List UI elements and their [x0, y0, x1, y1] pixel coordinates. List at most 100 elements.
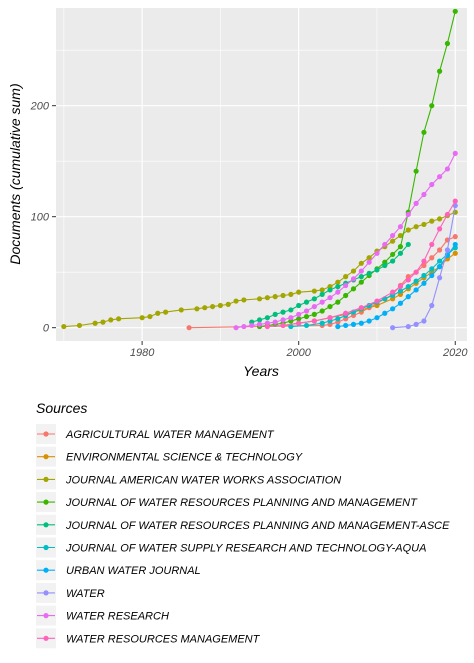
legend-label: URBAN WATER JOURNAL — [66, 565, 201, 577]
data-point — [452, 8, 458, 14]
legend-entry: WATER RESOURCES MANAGEMENT — [36, 628, 261, 649]
legend-entry: WATER RESEARCH — [36, 605, 169, 626]
data-point — [327, 303, 333, 310]
data-point — [421, 258, 427, 264]
data-point — [296, 311, 302, 317]
data-point — [405, 323, 411, 330]
legend-entry: JOURNAL OF WATER RESOURCES PLANNING AND … — [36, 492, 418, 513]
data-point — [108, 317, 114, 323]
data-point — [397, 224, 404, 230]
data-point — [452, 241, 458, 248]
data-point — [358, 279, 364, 285]
plot-area — [56, 8, 467, 341]
data-point — [429, 103, 435, 109]
data-point — [413, 321, 419, 327]
data-point — [444, 166, 451, 172]
data-point — [421, 191, 427, 198]
data-point — [311, 318, 317, 324]
data-point — [343, 310, 349, 316]
data-point — [421, 272, 427, 279]
data-point — [413, 200, 419, 206]
data-point — [343, 322, 349, 329]
data-point — [343, 292, 349, 299]
legend-label: WATER — [66, 588, 105, 600]
data-point — [296, 302, 302, 309]
data-point — [100, 319, 106, 325]
data-point — [186, 325, 192, 331]
data-point — [413, 224, 419, 230]
data-point — [296, 289, 302, 295]
data-point — [413, 269, 419, 275]
legend-label: WATER RESOURCES MANAGEMENT — [66, 633, 261, 645]
data-point — [429, 181, 435, 188]
legend-entry: JOURNAL OF WATER SUPPLY RESEARCH AND TEC… — [36, 537, 426, 558]
data-point — [249, 322, 255, 329]
data-point — [397, 288, 404, 294]
data-point — [444, 247, 451, 253]
data-point — [437, 258, 443, 264]
data-point — [429, 255, 435, 261]
data-point — [288, 315, 294, 321]
data-point — [405, 277, 411, 283]
x-tick-label: 1980 — [130, 347, 155, 359]
legend-key-point — [43, 590, 49, 596]
legend-label: JOURNAL OF WATER RESOURCES PLANNING AND … — [65, 520, 450, 532]
data-point — [319, 291, 325, 297]
data-point — [366, 318, 372, 324]
data-point — [374, 315, 380, 321]
data-point — [358, 260, 364, 266]
data-point — [319, 299, 325, 305]
data-point — [374, 250, 380, 256]
data-point — [429, 272, 435, 279]
data-point — [233, 298, 239, 304]
legend-key-point — [43, 567, 49, 573]
legend-key-point — [43, 499, 49, 505]
data-point — [405, 294, 411, 300]
data-point — [264, 295, 270, 301]
data-point — [335, 279, 341, 285]
data-point — [194, 306, 200, 312]
series-line — [337, 244, 456, 328]
data-point — [429, 302, 435, 309]
data-point — [264, 315, 270, 321]
legend-key-point — [43, 454, 49, 460]
data-point — [397, 284, 404, 290]
data-point — [452, 150, 458, 157]
data-point — [241, 297, 247, 303]
data-point — [437, 68, 443, 74]
data-point — [437, 264, 443, 270]
data-point — [288, 291, 294, 297]
data-point — [303, 299, 310, 305]
data-point — [303, 322, 310, 329]
data-point — [202, 305, 208, 311]
data-point — [405, 227, 411, 233]
data-point — [311, 296, 317, 302]
data-point — [421, 262, 427, 269]
legend-entry: JOURNAL OF WATER RESOURCES PLANNING AND … — [36, 514, 450, 535]
data-point — [327, 287, 333, 293]
data-point — [382, 262, 388, 269]
data-point — [405, 241, 411, 248]
data-point — [452, 250, 458, 256]
data-point — [327, 315, 333, 321]
series-9 — [233, 150, 458, 331]
data-point — [421, 129, 427, 135]
data-point — [374, 267, 380, 273]
data-point — [397, 300, 404, 306]
data-point — [256, 321, 263, 327]
data-point — [92, 320, 98, 326]
data-point — [358, 268, 364, 274]
data-point — [272, 294, 278, 300]
data-point — [155, 310, 161, 316]
data-point — [390, 258, 396, 264]
y-tick-label: 0 — [43, 323, 50, 335]
data-point — [256, 296, 263, 302]
data-point — [366, 270, 372, 276]
data-point — [390, 238, 396, 244]
data-point — [366, 255, 372, 261]
data-point — [335, 323, 341, 330]
data-point — [413, 287, 419, 293]
data-point — [296, 316, 302, 322]
data-point — [272, 311, 278, 317]
